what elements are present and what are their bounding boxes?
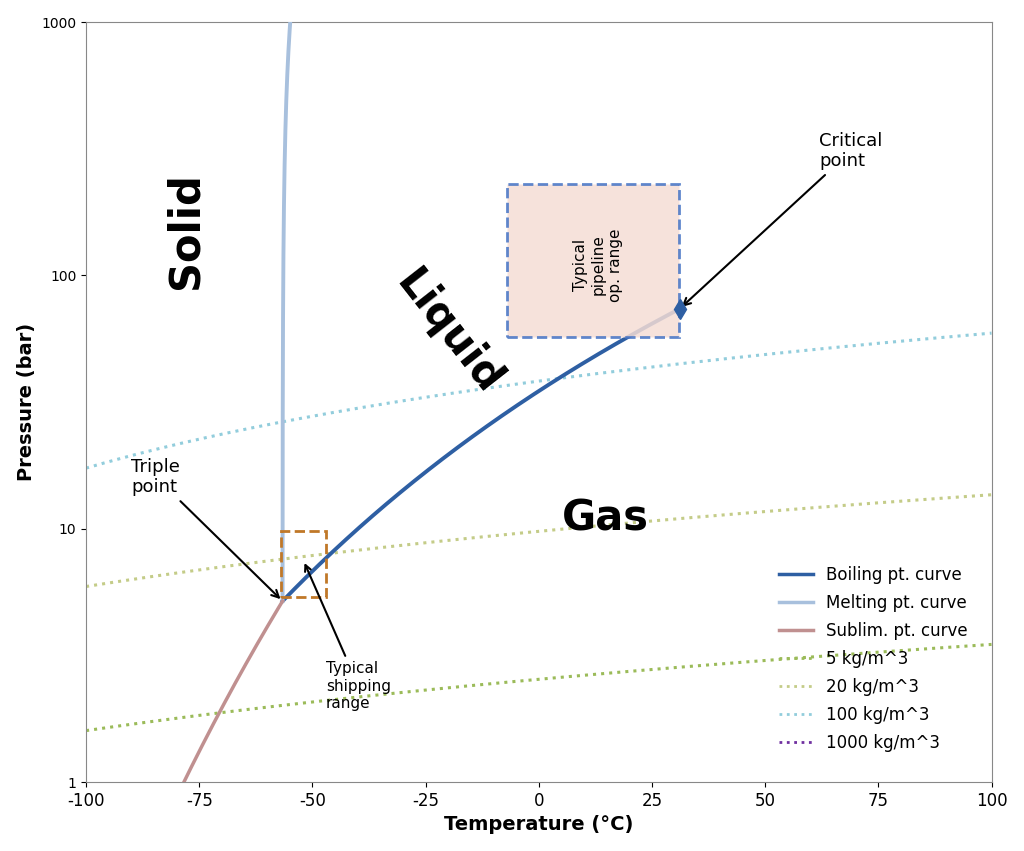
- Legend: Boiling pt. curve, Melting pt. curve, Sublim. pt. curve, 5 kg/m^3, 20 kg/m^3, 10: Boiling pt. curve, Melting pt. curve, Su…: [772, 559, 974, 758]
- Polygon shape: [507, 184, 679, 337]
- Text: Triple
point: Triple point: [131, 458, 279, 597]
- Y-axis label: Pressure (bar): Pressure (bar): [16, 323, 36, 481]
- Text: Typical
shipping
range: Typical shipping range: [305, 565, 391, 711]
- Text: Liquid: Liquid: [387, 262, 509, 402]
- Text: Gas: Gas: [561, 497, 648, 540]
- Text: Solid: Solid: [165, 173, 207, 289]
- Text: Critical
point: Critical point: [683, 132, 883, 306]
- Text: Typical
pipeline
op. range: Typical pipeline op. range: [572, 228, 623, 302]
- X-axis label: Temperature (°C): Temperature (°C): [444, 815, 634, 834]
